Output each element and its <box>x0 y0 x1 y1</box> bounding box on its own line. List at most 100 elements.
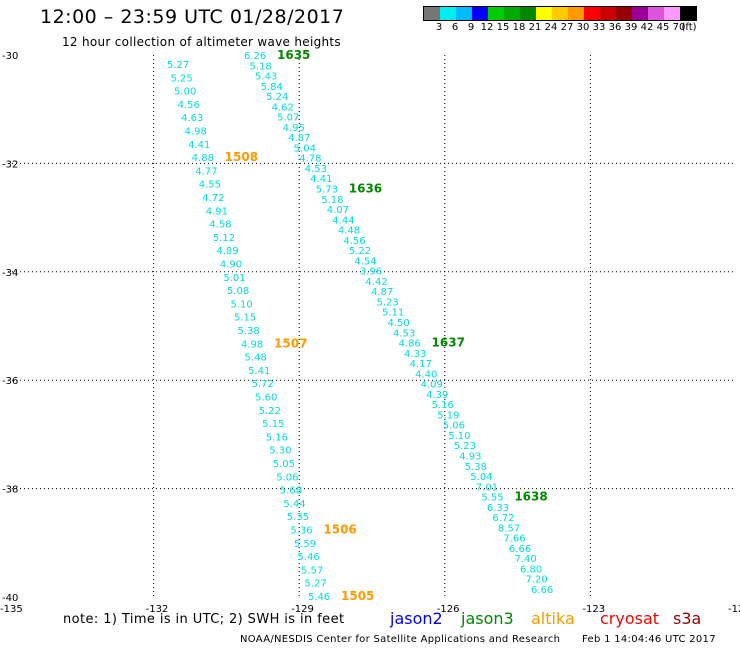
legend-swatch <box>536 7 552 20</box>
swh-value: 5.04 <box>470 472 492 483</box>
units-note: note: 1) Time is in UTC; 2) SWH is in fe… <box>63 612 345 627</box>
color-legend: 3 6 9 12 15 18 21 24 27 30 33 36 39 42 45 70 (ft) <box>423 6 697 33</box>
swh-value: 4.95 <box>283 123 305 134</box>
swh-value: 4.62 <box>272 102 294 113</box>
swh-value: 4.53 <box>393 328 415 339</box>
swh-value: 4.41 <box>188 140 210 151</box>
swh-value: 4.56 <box>178 100 200 111</box>
lon-tick-label: -123 <box>582 604 605 615</box>
legend-label: 9 <box>467 22 475 33</box>
swh-value: 4.40 <box>415 369 437 380</box>
swh-value: 5.11 <box>382 308 404 319</box>
swh-value: 7.40 <box>514 554 536 565</box>
swh-value: 7.66 <box>503 534 525 545</box>
legend-swatch <box>632 7 648 20</box>
swh-value: 4.17 <box>410 359 432 370</box>
legend-swatch <box>520 7 536 20</box>
swh-value: 5.00 <box>174 87 196 98</box>
swh-value: 4.78 <box>299 154 321 165</box>
swh-value: 5.01 <box>223 273 245 284</box>
swh-value: 6.80 <box>520 564 542 575</box>
legend-label: 39 <box>624 22 638 33</box>
swh-value: 4.55 <box>199 180 221 191</box>
pass-time-label: 1505 <box>341 589 374 603</box>
swh-value: 4.72 <box>202 193 224 204</box>
swh-value: 5.38 <box>465 462 487 473</box>
legend-swatch <box>424 7 440 20</box>
swh-value: 5.06 <box>276 472 298 483</box>
swh-value: 5.05 <box>273 459 295 470</box>
swh-value: 4.88 <box>192 153 214 164</box>
swh-value: 6.72 <box>492 513 514 524</box>
swh-value: 5.41 <box>248 366 270 377</box>
swh-value: 5.46 <box>308 592 330 603</box>
swh-value: 5.57 <box>301 565 323 576</box>
satellite-legend-jason3: jason3 <box>461 609 514 628</box>
legend-label: 36 <box>608 22 622 33</box>
legend-label: 21 <box>528 22 542 33</box>
swh-value: 5.35 <box>287 512 309 523</box>
swh-value: 5.55 <box>481 493 503 504</box>
legend-swatch <box>664 7 680 20</box>
swh-value: 4.53 <box>305 164 327 175</box>
swh-value: 5.25 <box>171 73 193 84</box>
swh-value: 4.07 <box>327 205 349 216</box>
swh-value: 5.43 <box>255 72 277 83</box>
lat-tick-label: -34 <box>2 268 18 279</box>
satellite-legend-jason2: jason2 <box>390 609 443 628</box>
swh-value: 5.84 <box>261 82 283 93</box>
legend-label: (ft) <box>681 22 697 33</box>
legend-swatch <box>472 7 488 20</box>
lat-tick-label: -40 <box>2 593 18 604</box>
lon-tick-label: -126 <box>437 604 460 615</box>
swh-value: 4.42 <box>365 277 387 288</box>
legend-swatch <box>568 7 584 20</box>
swh-value: 5.07 <box>277 113 299 124</box>
swh-value: 5.68 <box>280 486 302 497</box>
swh-value: 5.30 <box>269 446 291 457</box>
page-subtitle: 12 hour collection of altimeter wave hei… <box>62 35 341 49</box>
legend-label: 15 <box>496 22 510 33</box>
page-title: 12:00 – 23:59 UTC 01/28/2017 <box>40 6 345 28</box>
swh-value: 5.27 <box>304 579 326 590</box>
swh-value: 4.89 <box>216 246 238 257</box>
swh-value: 5.44 <box>283 499 305 510</box>
swh-value: 5.36 <box>290 526 312 537</box>
lat-tick-label: -38 <box>2 485 18 496</box>
swh-value: 4.54 <box>354 256 376 267</box>
swh-value: 5.18 <box>321 195 343 206</box>
satellite-legend-altika: altika <box>531 609 575 628</box>
swh-value: 4.09 <box>421 380 443 391</box>
legend-label: 3 <box>435 22 443 33</box>
swh-value: 5.06 <box>443 421 465 432</box>
lat-tick-label: -32 <box>2 159 18 170</box>
legend-label: 27 <box>560 22 574 33</box>
lat-tick-label: -36 <box>2 376 18 387</box>
swh-value: 5.15 <box>234 313 256 324</box>
legend-label: 30 <box>576 22 590 33</box>
legend-swatches <box>423 6 697 21</box>
swh-value: 5.19 <box>437 410 459 421</box>
swh-value: 8.57 <box>498 523 520 534</box>
swh-value: 4.87 <box>371 287 393 298</box>
lon-tick-label: -132 <box>146 604 169 615</box>
legend-swatch <box>600 7 616 20</box>
legend-swatch <box>440 7 456 20</box>
legend-labels: 3 6 9 12 15 18 21 24 27 30 33 36 39 42 45 70 (ft) <box>423 21 697 33</box>
swh-value: 5.24 <box>266 92 288 103</box>
swh-value: 4.87 <box>288 133 310 144</box>
pass-time-label: 1506 <box>323 523 356 537</box>
swh-value: 4.77 <box>195 166 217 177</box>
swh-value: 5.08 <box>227 286 249 297</box>
swh-value: 5.23 <box>376 297 398 308</box>
swh-value: 5.12 <box>213 233 235 244</box>
swh-value: 4.33 <box>404 349 426 360</box>
swh-value: 4.63 <box>181 113 203 124</box>
swh-value: 5.16 <box>432 400 454 411</box>
satellite-legend-cryosat: cryosat <box>600 609 660 628</box>
swh-value: 5.22 <box>349 246 371 257</box>
swh-value: 5.10 <box>230 299 252 310</box>
swh-value: 4.93 <box>459 452 481 463</box>
swh-value: 4.90 <box>220 260 242 271</box>
